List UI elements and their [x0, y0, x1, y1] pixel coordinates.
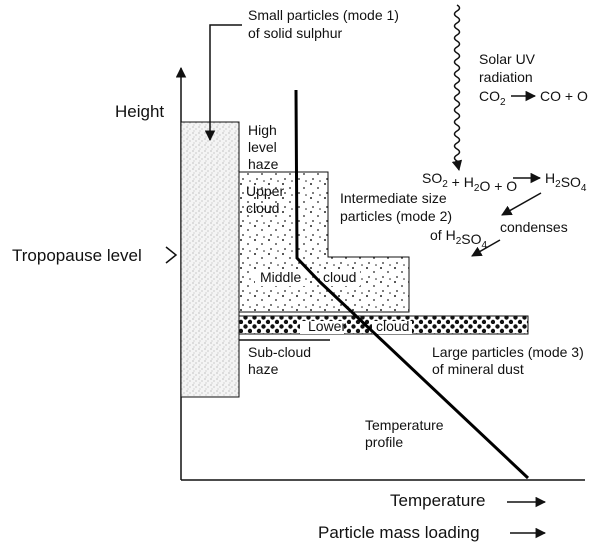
arrow: [501, 192, 542, 216]
label-bg: [300, 321, 344, 334]
label: haze: [248, 361, 279, 377]
formula-text: + H: [448, 174, 474, 190]
label: radiation: [479, 69, 533, 85]
label: cloud: [376, 318, 409, 334]
formula-text: of H: [430, 227, 456, 243]
axis-label: Particle mass loading: [318, 523, 480, 542]
formula-sub: 4: [481, 240, 487, 251]
formula: H2SO4: [545, 170, 587, 194]
label: Upper: [246, 183, 284, 199]
label: Sub-cloud: [248, 344, 311, 360]
formula-sub: 2: [442, 179, 448, 190]
label: Solar UV: [479, 51, 536, 67]
formula-sub: 2: [456, 236, 462, 247]
label-bg: [320, 270, 360, 286]
label: cloud: [323, 269, 356, 285]
formula-text: SO: [561, 174, 581, 190]
formula-text: O + O: [479, 178, 517, 194]
formula-text: CO + O: [540, 88, 588, 104]
label: Lower: [308, 318, 346, 334]
uv-arrow: [451, 4, 463, 172]
label: particles (mode 2): [340, 208, 452, 224]
temperature-profile: [294, 89, 530, 480]
formula-text: CO: [479, 88, 500, 104]
formula: of H2SO4: [430, 227, 487, 251]
formula: CO + O: [540, 88, 588, 104]
formula-sub: 2: [474, 183, 480, 194]
formula-text: SO: [461, 231, 481, 247]
label: of mineral dust: [432, 361, 524, 377]
formula-text: H: [545, 170, 555, 186]
label: condenses: [500, 219, 568, 235]
label-bg: [255, 270, 305, 286]
arrow: [471, 239, 501, 257]
label: Temperature: [365, 417, 444, 433]
axis-label: Temperature: [390, 491, 485, 510]
tropopause-marker: [165, 246, 178, 264]
arrow: [204, 24, 242, 142]
high-haze-layer: [180, 121, 240, 398]
label: Large particles (mode 3): [432, 344, 584, 360]
label: High: [248, 122, 277, 138]
formula-sub: 2: [555, 179, 561, 190]
label: Tropopause level: [12, 246, 142, 265]
label: Middle: [260, 269, 301, 285]
label: profile: [365, 434, 403, 450]
formula: CO2: [479, 88, 506, 108]
label: of solid sulphur: [248, 25, 343, 41]
label: level: [248, 139, 277, 155]
label: Height: [115, 102, 164, 121]
label: Intermediate size: [340, 190, 447, 206]
formula: SO2 + H2O + O: [422, 170, 517, 194]
formula-sub: 4: [581, 183, 587, 194]
formula-text: SO: [422, 170, 442, 186]
label: Small particles (mode 1): [248, 7, 399, 23]
formula-sub: 2: [500, 97, 506, 108]
label: cloud: [246, 200, 279, 216]
label-bg: [372, 321, 412, 334]
label: haze: [248, 156, 279, 172]
